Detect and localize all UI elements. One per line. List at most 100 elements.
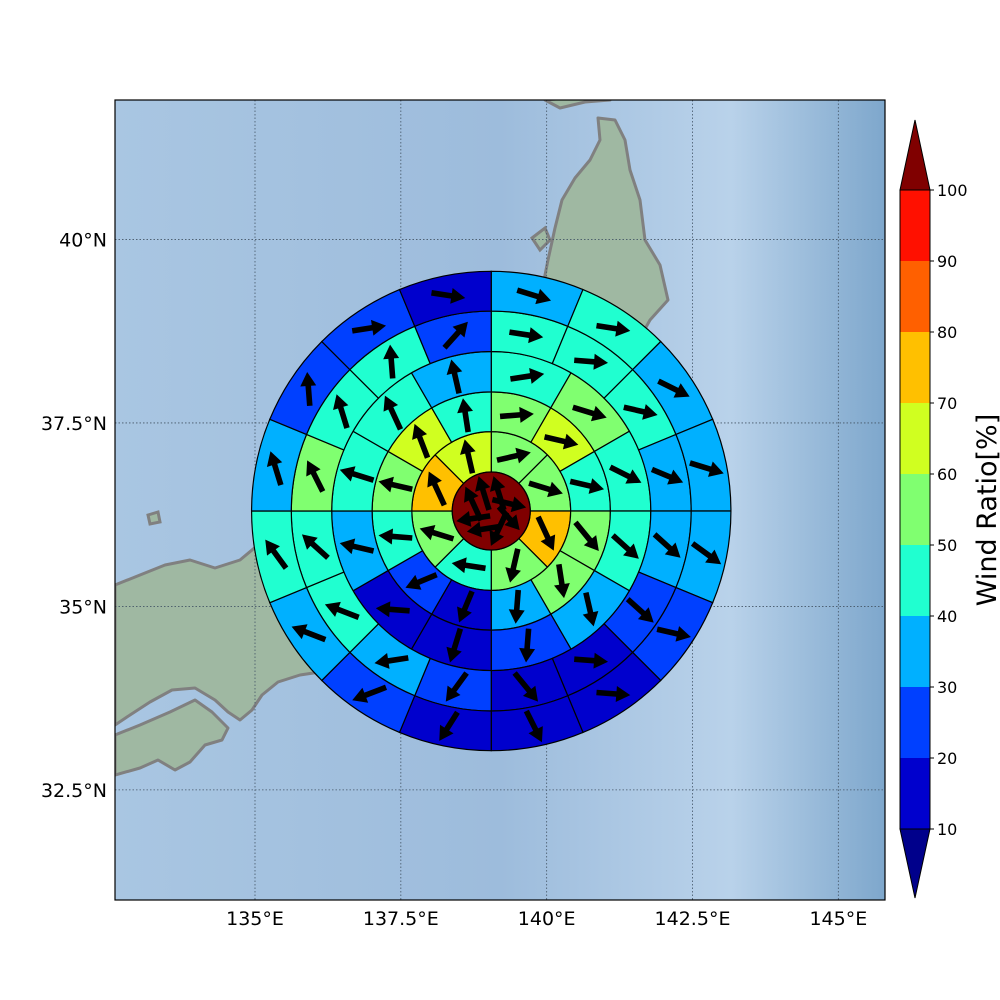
wind-arrow-shape	[412, 423, 431, 459]
wind-arrow-shape	[657, 378, 690, 398]
wind-arrow	[523, 709, 543, 743]
wind-arrow-shape	[554, 563, 570, 599]
wind-arrow	[333, 394, 350, 429]
wind-arrow-shape	[266, 451, 284, 486]
wind-arrow	[650, 466, 684, 485]
wind-arrow	[419, 524, 455, 542]
wind-arrow-shape	[623, 404, 658, 420]
wind-arrow-shape	[460, 439, 476, 474]
wind-arrow-shape	[573, 520, 599, 552]
wind-arrow	[475, 476, 492, 511]
wind-arrow-shape	[427, 471, 447, 507]
wind-arrow-shape	[543, 433, 579, 450]
wind-arrow	[412, 423, 431, 459]
wind-arrow	[657, 378, 690, 398]
colorbar-tick-label: 70	[937, 394, 957, 413]
wind-arrow-shape	[339, 538, 375, 555]
wind-arrow-shape	[451, 557, 486, 574]
colorbar-tick-label: 100	[937, 181, 968, 200]
wind-arrow	[508, 589, 525, 624]
wind-arrow	[378, 528, 413, 545]
wind-arrow-shape	[509, 368, 545, 384]
wind-arrow-shape	[656, 626, 691, 642]
wind-arrow-shape	[496, 447, 531, 464]
lat-tick-label: 40°N	[59, 229, 107, 251]
wind-arrow-shape	[431, 287, 466, 304]
wind-arrow	[596, 686, 631, 702]
wind-arrow-shape	[652, 532, 681, 558]
lon-tick-label: 142.5°E	[655, 908, 731, 930]
wind-arrow-shape	[508, 589, 525, 624]
wind-arrow-shape	[516, 287, 552, 305]
lon-tick-label: 137.5°E	[363, 908, 439, 930]
wind-arrow-shape	[456, 511, 491, 527]
wind-arrow	[352, 684, 388, 703]
wind-arrow	[535, 515, 556, 551]
wind-arrow	[301, 534, 330, 560]
wind-arrow-shape	[689, 460, 724, 477]
colorbar-segment	[900, 261, 930, 332]
wind-arrow-shape	[508, 327, 544, 344]
wind-arrow-shape	[291, 624, 327, 643]
wind-arrow	[516, 287, 552, 305]
map-area	[115, 100, 885, 900]
land-sado-island	[529, 225, 552, 253]
wind-arrow	[496, 447, 531, 464]
wind-arrow	[573, 520, 599, 552]
colorbar: 10 20 30 40 50 60 70 80 90 100 Wind Ratio[%]	[899, 119, 1000, 899]
wind-arrow-shape	[419, 524, 455, 542]
wind-arrow	[543, 433, 579, 450]
wind-arrow	[610, 533, 639, 559]
wind-arrow	[427, 471, 447, 507]
colorbar-segment	[900, 190, 930, 261]
wind-arrow-shape	[528, 480, 563, 498]
colorbar-over-extension	[899, 119, 931, 191]
wind-arrow-shape	[574, 353, 609, 370]
wind-arrow-shape	[466, 521, 502, 538]
lon-tick-label: 135°E	[226, 908, 284, 930]
wind-arrow-shape	[512, 671, 539, 702]
wind-arrow	[375, 601, 410, 618]
wind-arrow-shape	[491, 496, 527, 513]
wind-arrow	[569, 478, 605, 494]
wind-arrow	[378, 476, 413, 493]
wind-arrow-shape	[457, 398, 473, 433]
wind-arrow	[690, 541, 722, 565]
colorbar-segment	[900, 403, 930, 474]
wind-arrow	[460, 439, 476, 474]
wind-arrow-shape	[625, 597, 654, 623]
wind-arrow	[656, 626, 691, 642]
wind-arrow-shape	[300, 371, 317, 406]
wind-arrow-shape	[574, 652, 609, 669]
wind-arrow	[439, 710, 460, 741]
wind-arrow-shape	[378, 528, 413, 545]
colorbar-tick-label: 60	[937, 465, 957, 484]
wind-arrow	[383, 395, 404, 431]
wind-arrow	[451, 557, 486, 574]
colorbar-tick-label: 50	[937, 536, 957, 555]
wind-arrow-shape	[324, 601, 360, 620]
polar-cells	[250, 270, 732, 752]
lat-tick-label: 37.5°N	[41, 413, 107, 435]
wind-arrow-shape	[405, 572, 438, 590]
wind-arrow	[291, 624, 327, 643]
lat-tick-label: 32.5°N	[41, 780, 107, 802]
wind-arrow	[499, 406, 534, 423]
lat-tick-label: 35°N	[59, 596, 107, 618]
colorbar-tick-label: 10	[937, 820, 957, 839]
colorbar-segment	[900, 545, 930, 616]
wind-arrow-shape	[445, 671, 469, 702]
wind-arrow-shape	[306, 460, 326, 493]
wind-arrow-shape	[446, 359, 463, 394]
wind-arrow-shape	[690, 541, 722, 565]
wind-arrow	[456, 511, 491, 527]
wind-arrow-shape	[475, 476, 492, 511]
wind-arrow-shape	[375, 601, 410, 618]
wind-arrow	[446, 627, 464, 663]
wind-arrow-shape	[383, 344, 400, 379]
wind-arrow-shape	[333, 394, 350, 429]
land-hokkaido	[543, 100, 612, 110]
wind-arrow-shape	[572, 404, 607, 422]
colorbar-tick-label: 90	[937, 252, 957, 271]
